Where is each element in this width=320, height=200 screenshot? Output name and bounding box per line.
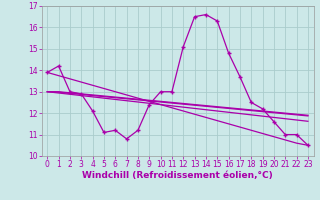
X-axis label: Windchill (Refroidissement éolien,°C): Windchill (Refroidissement éolien,°C)	[82, 171, 273, 180]
